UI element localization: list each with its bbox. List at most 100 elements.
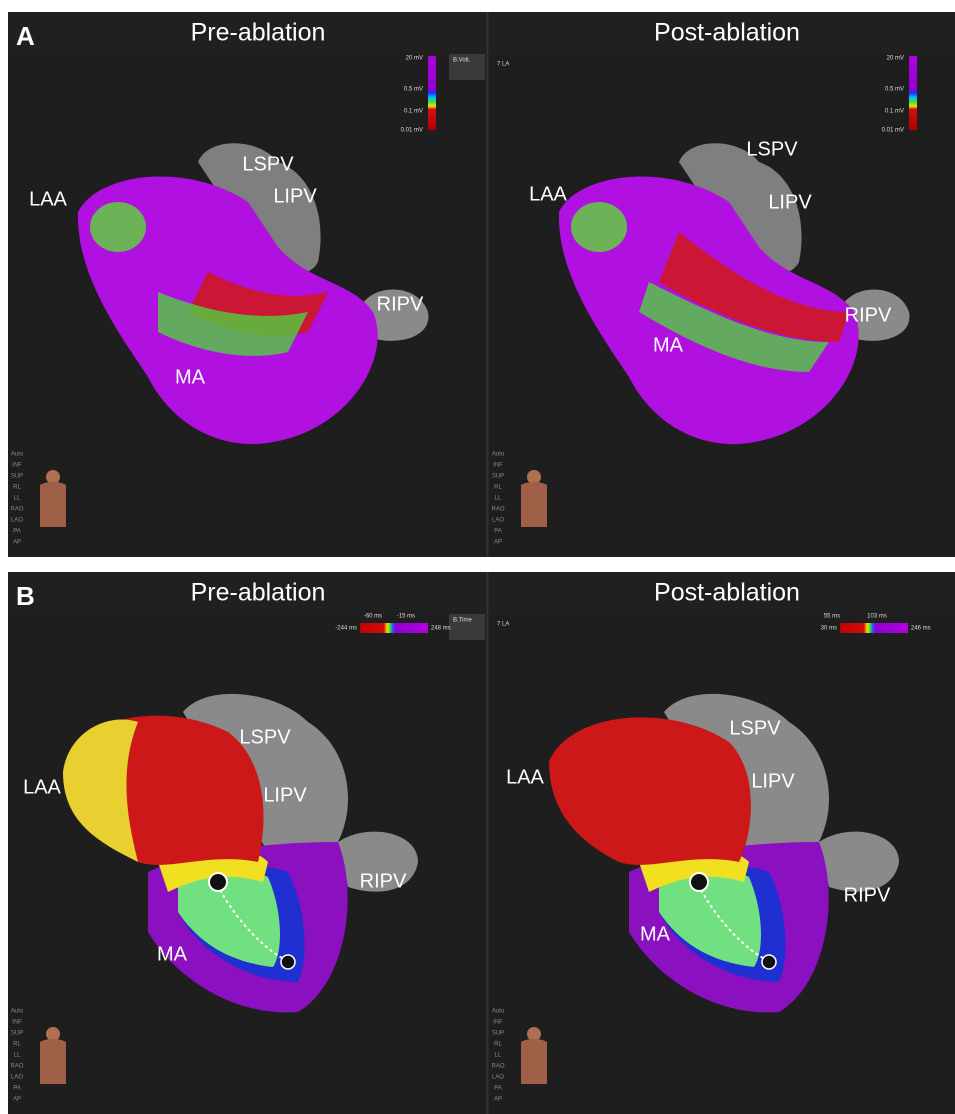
- view-button[interactable]: AP: [494, 540, 502, 546]
- view-button[interactable]: SUP: [11, 474, 23, 480]
- map-patch: [90, 202, 146, 252]
- view-button[interactable]: PA: [13, 529, 21, 535]
- view-button[interactable]: LL: [14, 496, 21, 502]
- scale-label: -15 ms: [397, 614, 415, 620]
- scale-label: -244 ms: [335, 626, 357, 632]
- scale-label: 103 ms: [867, 614, 887, 620]
- torso: [40, 482, 66, 527]
- marker: [209, 873, 227, 891]
- anatomy-label: RIPV: [377, 293, 424, 315]
- scale-label: 246 ms: [911, 626, 931, 632]
- panel-letter: B: [16, 581, 35, 611]
- view-title: Post-ablation: [654, 19, 800, 47]
- torso: [521, 482, 547, 527]
- figure: Pre-ablation B.Volt. 20 mV 0.5 mV 0.1 mV 0.01…: [0, 0, 955, 1114]
- view-button[interactable]: LAO: [492, 1075, 504, 1081]
- view-button[interactable]: INF: [12, 463, 22, 469]
- view-button[interactable]: RL: [494, 485, 502, 491]
- map-name: 7 LA: [497, 62, 509, 68]
- view-button[interactable]: LL: [495, 496, 502, 502]
- anatomy-label: MA: [175, 366, 206, 388]
- view-button[interactable]: SUP: [11, 1031, 23, 1037]
- colorbar: [909, 56, 917, 130]
- vein: [819, 832, 899, 892]
- view-button[interactable]: Auto: [11, 1009, 24, 1015]
- anatomy-label: LSPV: [239, 726, 291, 748]
- colorbar: [840, 623, 908, 633]
- view-button[interactable]: RAO: [10, 1064, 23, 1070]
- view-button[interactable]: RL: [494, 1042, 502, 1048]
- view-button[interactable]: RAO: [10, 507, 23, 513]
- scale-label: 0.5 mV: [885, 87, 904, 93]
- view-button[interactable]: PA: [494, 529, 502, 535]
- torso-head: [46, 470, 60, 484]
- anatomy-label: LAA: [29, 188, 67, 210]
- view-button[interactable]: LAO: [11, 518, 23, 524]
- anatomy-label: LAA: [529, 183, 567, 205]
- view-title: Pre-ablation: [191, 579, 326, 607]
- torso: [521, 1039, 547, 1084]
- scale-label: 248 ms: [431, 626, 451, 632]
- view-button[interactable]: RAO: [491, 507, 504, 513]
- marker: [690, 873, 708, 891]
- panel: Pre-ablation B.Volt. 20 mV 0.5 mV 0.1 mV 0.01…: [8, 12, 955, 557]
- map-button-label: B.Volt.: [453, 58, 471, 64]
- scale-label: 0.1 mV: [404, 109, 423, 115]
- torso-head: [46, 1027, 60, 1041]
- marker: [762, 955, 776, 969]
- anatomy-label: LAA: [23, 776, 61, 798]
- panel: Pre-ablation B.Time -60 ms -15 ms -244 ms 248…: [8, 572, 955, 1114]
- scale-label: 55 ms: [824, 614, 840, 620]
- panel-letter: A: [16, 21, 35, 51]
- view-button[interactable]: INF: [493, 1020, 503, 1026]
- scale-label: 30 ms: [821, 626, 837, 632]
- anatomy-label: RIPV: [845, 304, 892, 326]
- view-button[interactable]: RAO: [491, 1064, 504, 1070]
- torso-head: [527, 1027, 541, 1041]
- colorbar: [428, 56, 436, 130]
- view-button[interactable]: LAO: [11, 1075, 23, 1081]
- anatomy-label: LAA: [506, 766, 544, 788]
- scale-label: 0.01 mV: [401, 128, 423, 134]
- view-button[interactable]: AP: [13, 540, 21, 546]
- view-button[interactable]: PA: [13, 1086, 21, 1092]
- anatomy-label: MA: [157, 943, 188, 965]
- view-button[interactable]: Auto: [492, 1009, 505, 1015]
- view-button[interactable]: LAO: [492, 518, 504, 524]
- map-name: 7 LA: [497, 622, 509, 628]
- view-button[interactable]: RL: [13, 485, 21, 491]
- anatomy-label: LSPV: [242, 153, 294, 175]
- view-button[interactable]: PA: [494, 1086, 502, 1092]
- view-title: Pre-ablation: [191, 19, 326, 47]
- view-button[interactable]: Auto: [11, 452, 24, 458]
- map-button-label: B.Time: [453, 618, 472, 624]
- anatomy-label: MA: [653, 334, 684, 356]
- scale-label: 20 mV: [406, 56, 423, 62]
- view-button[interactable]: AP: [494, 1097, 502, 1103]
- scale-label: -60 ms: [364, 614, 382, 620]
- view-button[interactable]: INF: [12, 1020, 22, 1026]
- scale-label: 20 mV: [887, 56, 904, 62]
- torso-head: [527, 470, 541, 484]
- view-button[interactable]: LL: [495, 1053, 502, 1059]
- anatomy-label: LIPV: [751, 770, 795, 792]
- scale-label: 0.1 mV: [885, 109, 904, 115]
- anatomy-label: MA: [640, 923, 671, 945]
- anatomy-label: LIPV: [263, 784, 307, 806]
- map-patch: [571, 202, 627, 252]
- marker: [281, 955, 295, 969]
- anatomy-label: LIPV: [768, 191, 812, 213]
- anatomy-label: LSPV: [729, 717, 781, 739]
- view-button[interactable]: INF: [493, 463, 503, 469]
- view-button[interactable]: LL: [14, 1053, 21, 1059]
- view-button[interactable]: Auto: [492, 452, 505, 458]
- anatomy-label: RIPV: [360, 870, 407, 892]
- view-button[interactable]: AP: [13, 1097, 21, 1103]
- view-button[interactable]: SUP: [492, 474, 504, 480]
- scale-label: 0.5 mV: [404, 87, 423, 93]
- torso: [40, 1039, 66, 1084]
- view-button[interactable]: RL: [13, 1042, 21, 1048]
- view-button[interactable]: SUP: [492, 1031, 504, 1037]
- anatomy-label: RIPV: [844, 884, 891, 906]
- colorbar: [360, 623, 428, 633]
